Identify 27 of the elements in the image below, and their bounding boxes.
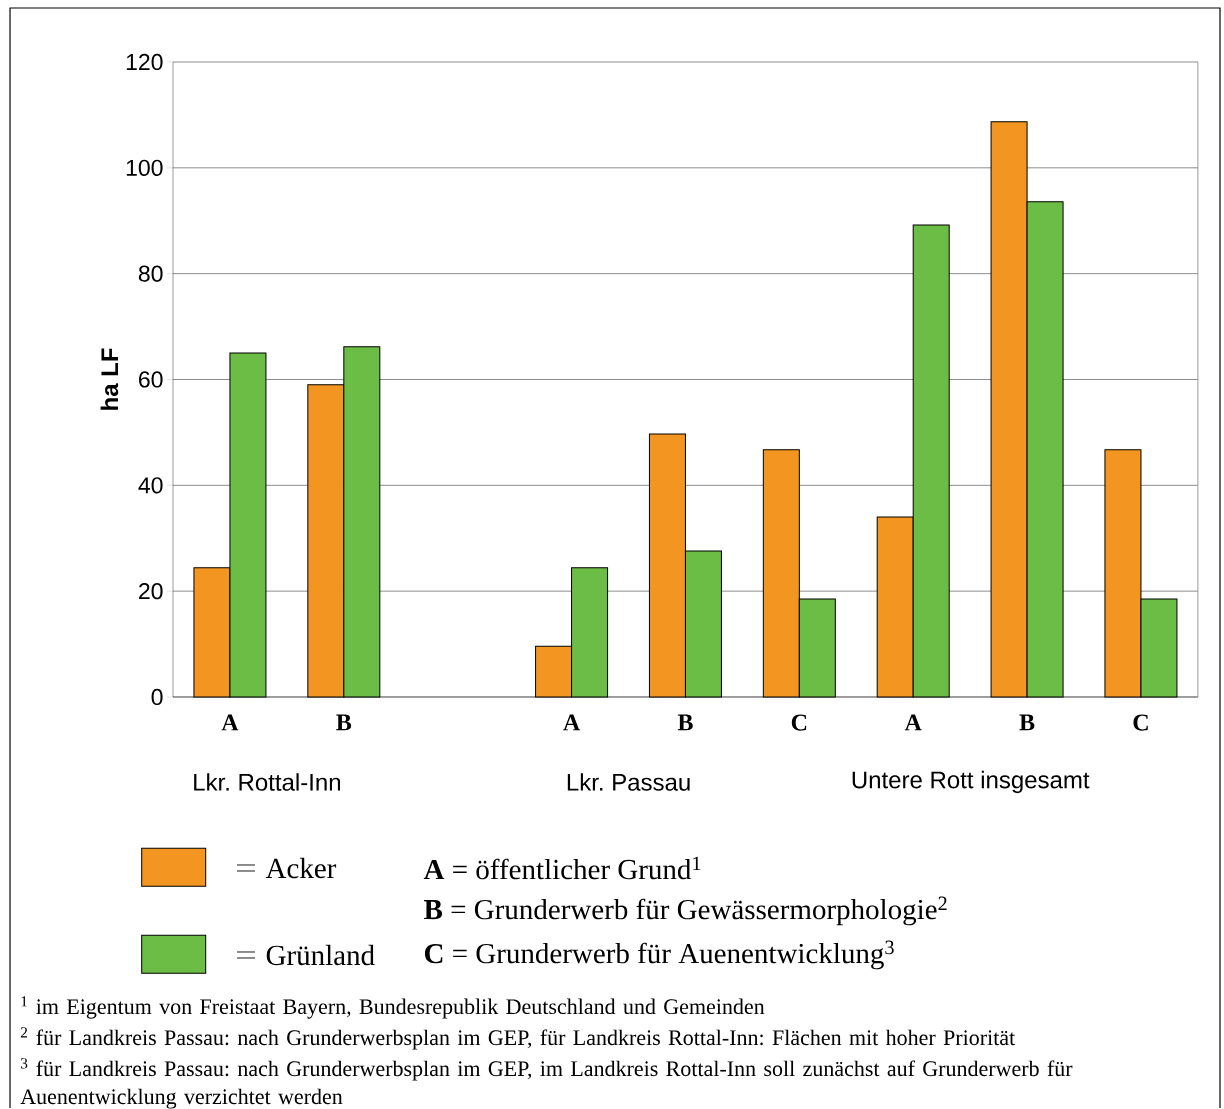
y-tick-label: 0 — [151, 689, 163, 706]
text: $^{3}$ für Landkreis Passau: nach Grunderwerbsplan im GEP, im Landkreis Rottal-Inn soll zunächst auf Grunderwerb für Auenentwicklung verzichtet werden — [20, 1058, 1073, 1109]
y-tick-label: 40 — [138, 477, 163, 494]
x-tick-label: C — [791, 714, 807, 731]
text: C = Grunderwerb für Auenentwicklung$^{3}$ — [424, 940, 894, 970]
y-tick-label: 100 — [126, 159, 163, 177]
x-tick-label: B — [677, 714, 693, 731]
x-tick-label: B — [336, 714, 352, 731]
x-tick-label: A — [904, 714, 922, 731]
text: Untere Rott insgesamt — [852, 770, 1090, 794]
x-tick-label: B — [1019, 714, 1035, 731]
x-tick-label: A — [563, 714, 581, 731]
text: B = Grunderwerb für Gewässermorphologie$^{2}$ — [424, 896, 947, 926]
y-tick-label: 20 — [139, 583, 163, 600]
y-axis-title: ha LF — [100, 348, 119, 410]
x-tick-label: A — [221, 714, 239, 731]
text: Lkr. Passau — [567, 773, 690, 791]
y-tick-label: 80 — [138, 265, 163, 282]
x-tick-label: C — [1133, 714, 1148, 731]
y-tick-label: 60 — [139, 371, 163, 388]
y-tick-label: 120 — [126, 54, 163, 71]
legend-label: Acker — [265, 857, 337, 879]
text: $^{1}$ im Eigentum von Freistaat Bayern, Bundesrepublik Deutschland und Gemeinden — [21, 996, 765, 1019]
text: $^{2}$ für Landkreis Passau: nach Grunderwerbsplan im GEP, für Landkreis Rottal-Inn: Flächen mit hoher Priorität — [20, 1027, 1016, 1050]
legend-label: Grünland — [266, 944, 375, 966]
text: Lkr. Rottal-Inn — [194, 773, 341, 791]
text: A = öffentlicher Grund$^{1}$ — [423, 856, 701, 880]
